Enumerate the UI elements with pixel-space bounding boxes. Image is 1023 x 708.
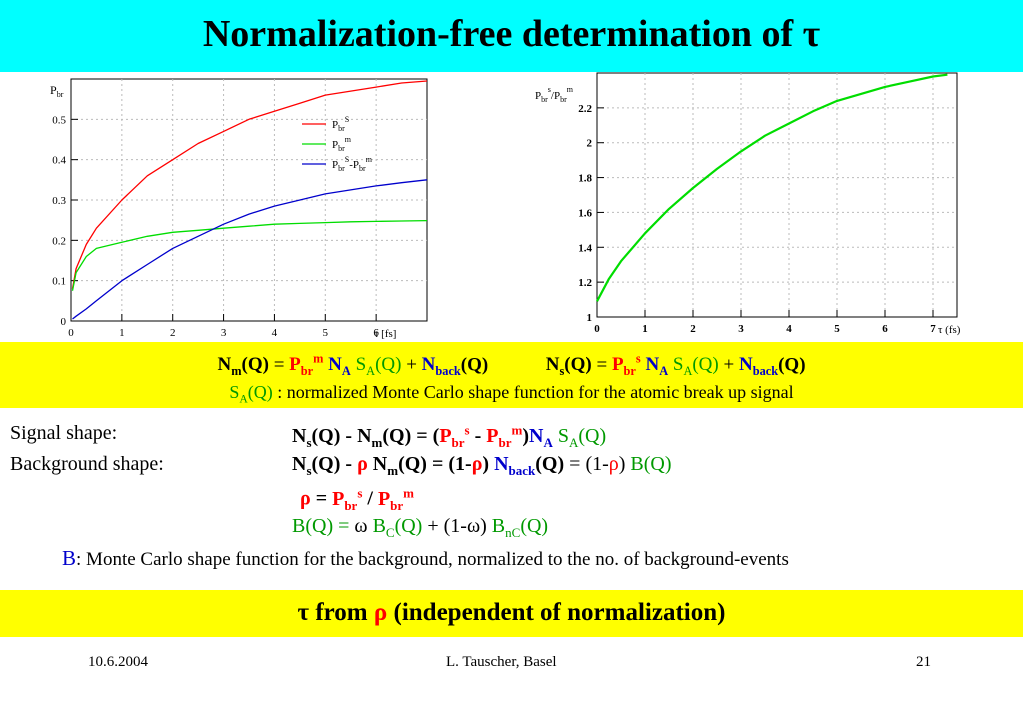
equation-line-1: Nm(Q) = Pbrm NA SA(Q) + Nback(Q) Ns(Q) =…: [217, 352, 806, 379]
legend-label: PbrS-Pbrm: [332, 155, 373, 173]
equation-box: [0, 342, 1023, 408]
y-tick-label: 0: [61, 316, 67, 328]
x-tick-label: 4: [786, 323, 792, 335]
left-y-ticks: 0 0.1 0.2 0.3 0.4 0.5: [52, 114, 78, 328]
x-tick-label: 5: [323, 327, 329, 339]
legend-label: PbrS: [332, 115, 349, 133]
y-tick-label: 2: [587, 138, 593, 150]
eq-nback: Nback: [421, 354, 461, 379]
series-line-0: [596, 73, 948, 302]
x-tick-label: 7: [930, 323, 936, 335]
right-x-ticks: 0 1 2 3 4 5 6 7: [594, 310, 936, 335]
title-bar: [0, 0, 1023, 72]
b-definition: B(Q) = ω BC(Q) + (1-ω) BnC(Q): [292, 515, 549, 540]
background-shape-eq: Ns(Q) - ρ Nm(Q) = (1-ρ) Nback(Q) = (1-ρ)…: [292, 453, 672, 478]
eq-pbr-s: Pbrs: [611, 352, 641, 379]
x-tick-label: 2: [690, 323, 696, 335]
y-tick-label: 2.2: [578, 103, 592, 115]
y-tick-label: 0.5: [52, 114, 66, 126]
x-tick-label: 4: [272, 327, 278, 339]
y-tick-label: 1.8: [578, 173, 592, 185]
y-tick-label: 1.2: [578, 277, 592, 289]
eq-sa: SA(Q): [355, 354, 402, 379]
y-tick-label: 1: [587, 312, 593, 324]
b-note: B: Monte Carlo shape function for the ba…: [62, 546, 789, 570]
left-series: [71, 80, 428, 320]
eq-nback-2: Nback: [738, 354, 779, 379]
left-chart-ylabel: Pbr: [50, 83, 64, 99]
y-tick-label: 0.3: [52, 195, 66, 207]
x-tick-label: 6: [373, 327, 379, 339]
left-chart: Pbr 0 0.1 0.2 0.3 0.4 0.5 0 1 2 3 4 5 6 τ [fs] PbrS…: [50, 78, 428, 340]
bottom-banner: [0, 590, 1023, 637]
x-tick-label: 0: [594, 323, 600, 335]
series-line-0: [71, 80, 428, 289]
right-series: [596, 73, 948, 302]
y-tick-label: 0.2: [52, 235, 66, 247]
right-y-ticks: 1 1.2 1.4 1.6 1.8 2 2.2: [578, 103, 604, 324]
y-tick-label: 0.4: [52, 155, 66, 167]
eq-ns: Ns(Q): [545, 354, 592, 379]
footer-author: L. Tauscher, Basel: [446, 654, 557, 670]
signal-shape-label: Signal shape:: [10, 422, 118, 444]
series-line-2: [72, 179, 428, 320]
left-grid: [71, 79, 427, 321]
rho-definition: ρ = Pbrs / Pbrm: [300, 485, 415, 513]
left-x-ticks: 0 1 2 3 4 5 6: [68, 314, 379, 339]
x-tick-label: 1: [119, 327, 125, 339]
y-tick-label: 1.6: [578, 207, 592, 219]
legend-label: Pbrm: [332, 135, 352, 153]
eq-na-2: NA: [645, 354, 669, 379]
x-tick-label: 5: [834, 323, 840, 335]
left-chart-xlabel: τ [fs]: [374, 328, 396, 340]
signal-shape-eq: Ns(Q) - Nm(Q) = (Pbrs - Pbrm)NA SA(Q): [292, 422, 607, 450]
eq-na: NA: [328, 354, 351, 379]
left-plot-frame: [70, 78, 428, 322]
slide-title: Normalization-free determination of τ: [202, 13, 821, 55]
background-shape-label: Background shape:: [10, 453, 164, 475]
eq-pbr-m: Pbrm: [289, 352, 324, 379]
right-plot-frame: [596, 72, 958, 318]
equation-note: SA(Q) : normalized Monte Carlo shape fun…: [229, 382, 794, 406]
right-chart-xlabel: τ (fs): [938, 324, 961, 336]
footer-page-number: 21: [916, 654, 931, 670]
right-chart-ylabel: Pbrs/Pbrm: [535, 85, 574, 104]
x-tick-label: 1: [642, 323, 648, 335]
eq-sa-2: SA(Q): [672, 354, 719, 379]
eq-nm: Nm(Q): [217, 354, 269, 379]
y-tick-label: 0.1: [52, 276, 66, 288]
x-tick-label: 6: [882, 323, 888, 335]
y-tick-label: 1.4: [578, 242, 592, 254]
series-line-1: [71, 219, 428, 291]
x-tick-label: 2: [170, 327, 176, 339]
bottom-banner-text: τ from ρ (independent of normalization): [297, 599, 726, 626]
left-legend: PbrS Pbrm PbrS-Pbrm: [302, 115, 373, 173]
x-tick-label: 3: [738, 323, 744, 335]
x-tick-label: 3: [221, 327, 227, 339]
x-tick-label: 0: [68, 327, 74, 339]
footer-date: 10.6.2004: [88, 654, 148, 670]
right-grid: [597, 73, 957, 317]
